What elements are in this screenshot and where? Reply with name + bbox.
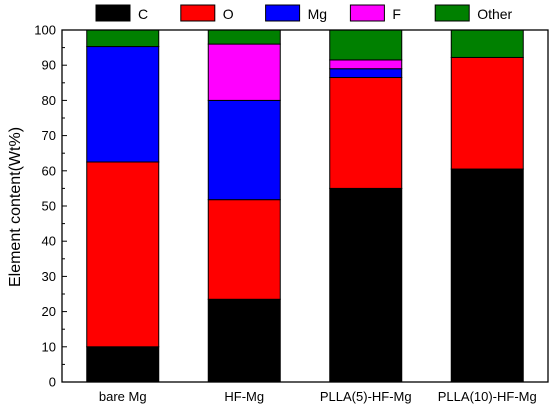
y-tick-label: 40 <box>42 234 56 249</box>
y-tick-label: 10 <box>42 339 56 354</box>
y-tick-label: 80 <box>42 93 56 108</box>
y-tick-label: 60 <box>42 163 56 178</box>
bar-segment-mg-plla-5-hf-mg <box>329 68 403 79</box>
legend-swatch-other <box>434 4 470 22</box>
y-tick-label: 0 <box>49 375 56 390</box>
bar-segment-f-plla-5-hf-mg <box>329 59 403 70</box>
y-tick-label: 20 <box>42 304 56 319</box>
x-tick-label-bare-mg: bare Mg <box>99 389 147 404</box>
y-tick-label: 30 <box>42 269 56 284</box>
bar-segment-o-plla-10-hf-mg <box>450 56 524 170</box>
bars-group <box>86 29 524 383</box>
bar-segment-c-plla-10-hf-mg <box>450 168 524 383</box>
bar-segment-other-bare-mg <box>86 29 160 48</box>
bar-segment-other-plla-5-hf-mg <box>329 29 403 61</box>
bar-segment-other-plla-10-hf-mg <box>450 29 524 58</box>
y-tick-label: 70 <box>42 128 56 143</box>
bar-segment-other-hf-mg <box>207 29 281 45</box>
bar-segment-c-hf-mg <box>207 298 281 383</box>
legend-label-c: C <box>138 6 148 22</box>
y-tick-label: 90 <box>42 58 56 73</box>
x-tick-label-hf-mg: HF-Mg <box>224 389 264 404</box>
y-tick-label: 100 <box>34 23 56 38</box>
legend-swatch-c <box>95 4 131 22</box>
bar-segment-o-plla-5-hf-mg <box>329 77 403 189</box>
y-axis-title: Element content(Wt%) <box>7 127 24 287</box>
bar-segment-c-plla-5-hf-mg <box>329 187 403 383</box>
bar-segment-o-bare-mg <box>86 161 160 348</box>
x-tick-label-plla-5-hf-mg: PLLA(5)-HF-Mg <box>320 389 412 404</box>
legend-label-o: O <box>223 6 234 22</box>
axes-group: 0 10 20 30 40 50 60 70 80 90 100 bare Mg HF-Mg PLLA(5… <box>34 23 549 404</box>
x-tick-label-plla-10-hf-mg: PLLA(10)-HF-Mg <box>438 389 537 404</box>
legend-swatch-mg <box>265 4 301 22</box>
y-tick-label: 50 <box>42 199 56 214</box>
legend-label-other: Other <box>477 6 512 22</box>
legend-label-mg: Mg <box>308 6 327 22</box>
bar-segment-o-hf-mg <box>207 199 281 300</box>
bar-segment-c-bare-mg <box>86 346 160 383</box>
bar-segment-mg-bare-mg <box>86 46 160 163</box>
legend-label-f: F <box>392 6 401 22</box>
legend: C O Mg F Other <box>95 4 513 22</box>
legend-swatch-f <box>349 4 385 22</box>
bar-segment-f-hf-mg <box>207 43 281 101</box>
bar-segment-mg-hf-mg <box>207 99 281 201</box>
legend-swatch-o <box>180 4 216 22</box>
